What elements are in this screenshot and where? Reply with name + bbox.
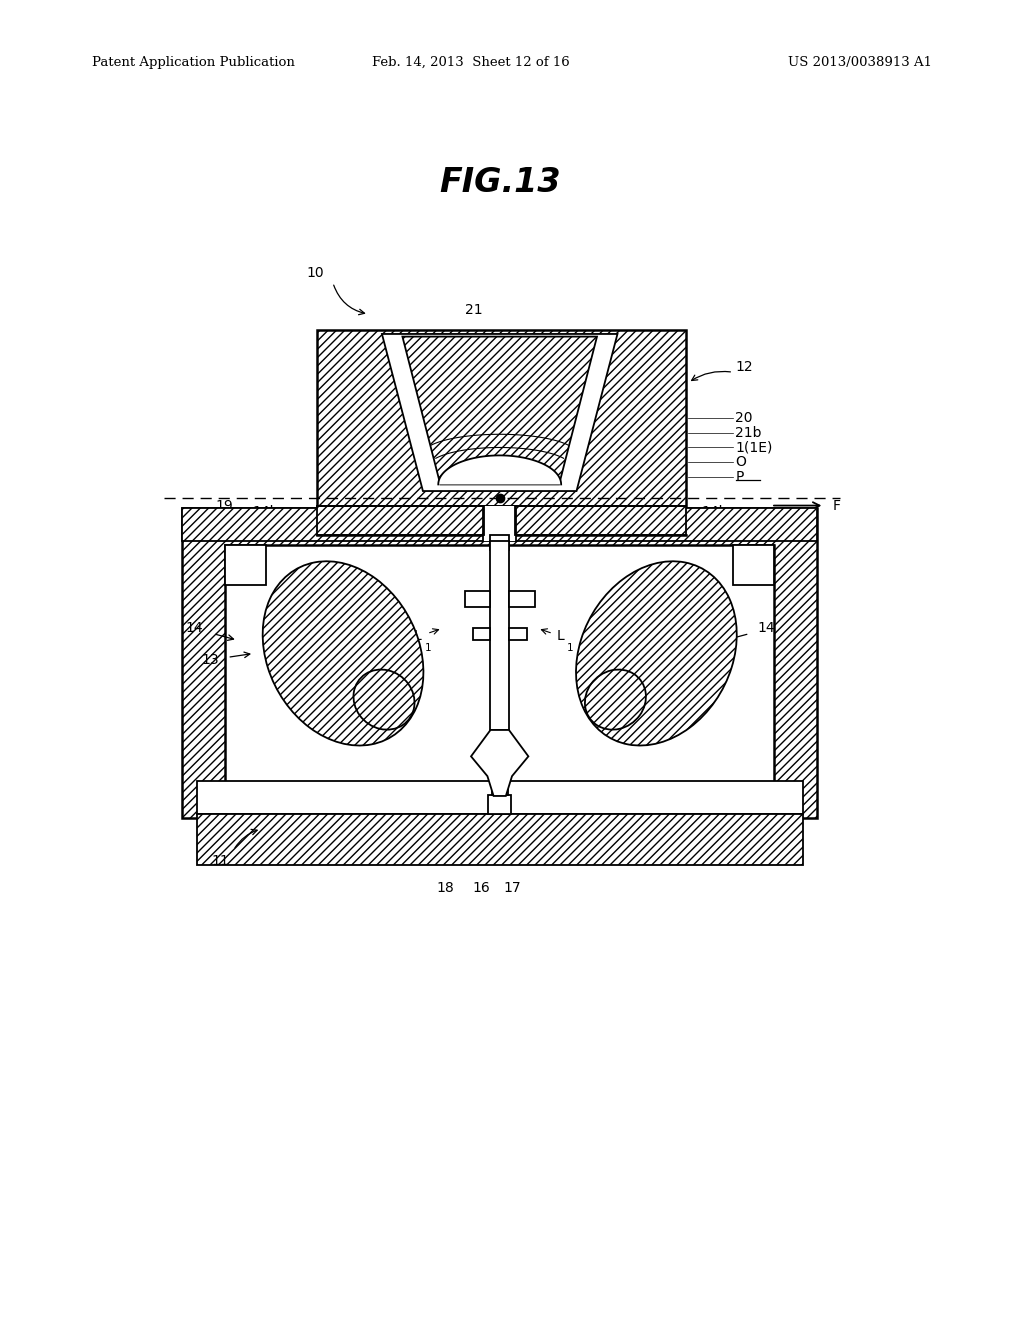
Text: O: O — [735, 455, 746, 469]
Text: 1(1E): 1(1E) — [735, 441, 772, 454]
Text: 16: 16 — [472, 882, 490, 895]
Text: 14: 14 — [185, 622, 204, 635]
Bar — [182, 508, 817, 541]
Text: 20: 20 — [735, 412, 753, 425]
Text: 19: 19 — [216, 499, 233, 512]
Bar — [197, 814, 803, 865]
Bar — [488, 795, 511, 814]
Text: 21: 21 — [465, 304, 483, 317]
Text: FIG.13: FIG.13 — [439, 166, 560, 199]
Text: 17: 17 — [503, 882, 521, 895]
Text: 23: 23 — [252, 525, 269, 539]
Text: 13: 13 — [201, 653, 219, 667]
Bar — [492, 779, 508, 795]
Text: Patent Application Publication: Patent Application Publication — [92, 55, 295, 69]
Polygon shape — [471, 730, 528, 796]
Text: 1: 1 — [425, 643, 431, 653]
Ellipse shape — [585, 669, 646, 730]
Polygon shape — [382, 334, 617, 491]
Bar — [490, 535, 509, 550]
Bar — [197, 781, 803, 814]
Ellipse shape — [263, 561, 423, 746]
Bar — [317, 330, 686, 535]
Bar — [484, 506, 515, 535]
Bar — [509, 627, 526, 640]
Bar — [317, 506, 686, 535]
Text: 2: 2 — [276, 521, 283, 532]
Bar — [472, 627, 490, 640]
Bar — [182, 508, 817, 818]
Bar — [490, 541, 509, 730]
Polygon shape — [402, 337, 597, 484]
Bar — [733, 545, 774, 585]
Text: F: F — [833, 499, 841, 512]
Bar — [225, 545, 266, 585]
Text: L: L — [443, 474, 452, 487]
Bar — [509, 591, 535, 607]
Ellipse shape — [577, 561, 736, 746]
Text: US 2013/0038913 A1: US 2013/0038913 A1 — [787, 55, 932, 69]
Text: 11: 11 — [211, 854, 229, 867]
Bar — [483, 508, 516, 541]
Text: 1: 1 — [567, 643, 573, 653]
Text: 14: 14 — [757, 622, 775, 635]
Text: L: L — [527, 474, 536, 487]
Text: 10: 10 — [306, 267, 325, 280]
Text: 12: 12 — [735, 360, 753, 374]
Text: 18: 18 — [436, 882, 455, 895]
Text: 21b: 21b — [735, 426, 762, 440]
Text: L: L — [414, 630, 422, 643]
Bar — [225, 545, 774, 803]
Text: L: L — [556, 630, 564, 643]
Text: 14b: 14b — [701, 506, 728, 519]
Polygon shape — [438, 455, 561, 484]
Text: 14b: 14b — [252, 506, 279, 519]
Bar — [465, 591, 490, 607]
Text: L: L — [265, 510, 273, 523]
Text: Feb. 14, 2013  Sheet 12 of 16: Feb. 14, 2013 Sheet 12 of 16 — [372, 55, 570, 69]
Text: P: P — [735, 470, 743, 483]
Ellipse shape — [353, 669, 415, 730]
